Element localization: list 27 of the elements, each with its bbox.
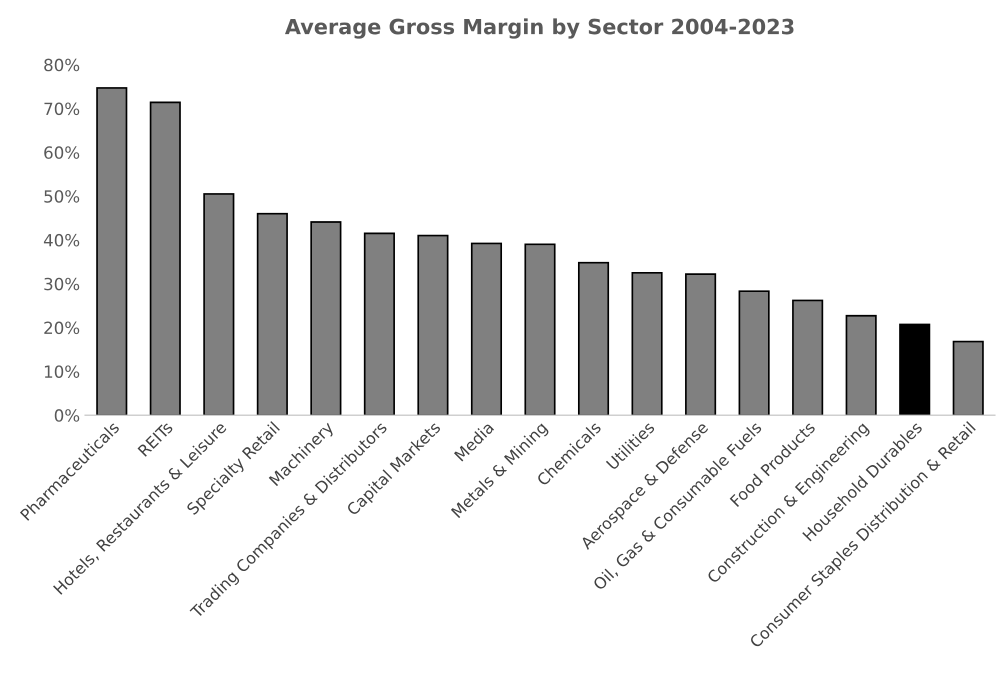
bar	[524, 243, 556, 416]
bar	[685, 273, 716, 416]
chart-title: Average Gross Margin by Sector 2004-2023	[284, 18, 794, 39]
bar	[632, 272, 663, 416]
bar	[738, 290, 770, 416]
bar	[310, 221, 342, 416]
bar	[470, 242, 502, 416]
y-tick-label: 0%	[54, 409, 80, 422]
bar	[792, 300, 824, 416]
y-tick-label: 20%	[44, 322, 80, 334]
bar	[846, 314, 877, 416]
bar	[417, 234, 448, 416]
y-tick-label: 30%	[44, 278, 80, 290]
y-tick-label: 50%	[44, 190, 80, 203]
bar	[952, 340, 984, 416]
bar	[256, 212, 288, 416]
bar	[96, 87, 128, 416]
y-tick-label: 10%	[44, 365, 80, 378]
y-tick-label: 40%	[44, 234, 80, 247]
y-tick-label: 60%	[44, 146, 80, 159]
bar	[578, 262, 610, 416]
bar	[150, 102, 181, 416]
y-tick-label: 70%	[44, 102, 80, 116]
y-tick-label: 80%	[44, 58, 80, 72]
bar	[899, 324, 930, 416]
bar	[364, 232, 395, 416]
bar	[203, 193, 234, 416]
